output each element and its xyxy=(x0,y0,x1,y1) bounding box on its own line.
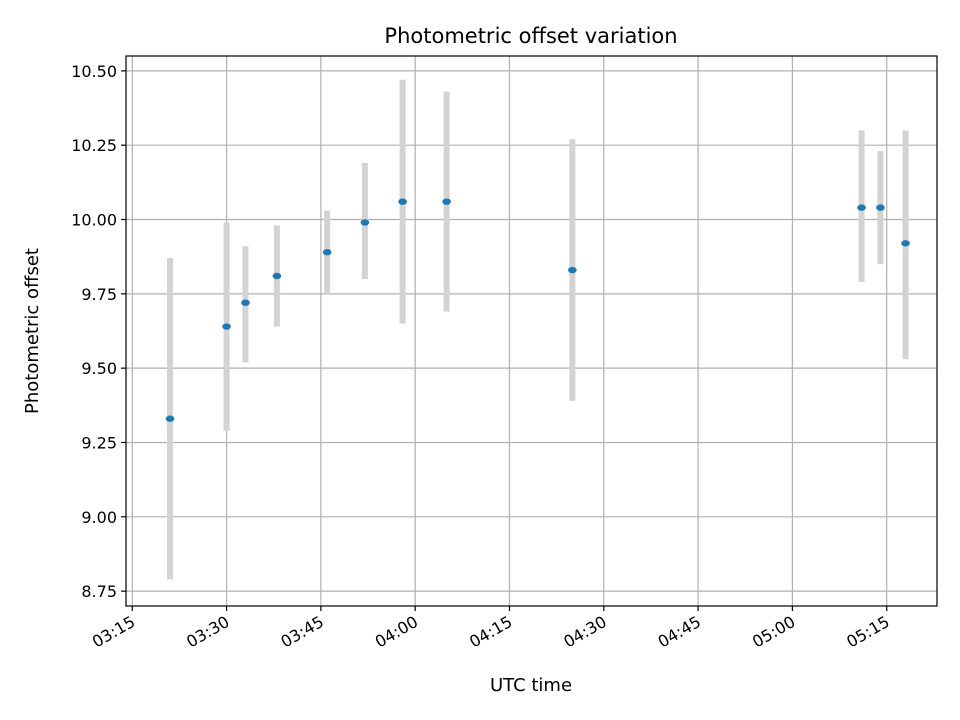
data-point xyxy=(222,323,231,330)
data-point xyxy=(398,198,407,205)
data-points xyxy=(165,198,910,422)
x-axis-label: UTC time xyxy=(490,675,572,696)
data-point xyxy=(241,299,250,306)
chart-title: Photometric offset variation xyxy=(384,24,677,48)
y-tick-label: 9.00 xyxy=(81,508,117,527)
data-point xyxy=(876,204,885,211)
y-tick-label: 10.00 xyxy=(71,211,117,230)
data-point xyxy=(322,249,332,256)
y-tick-label: 9.75 xyxy=(81,285,117,304)
data-point xyxy=(442,198,451,205)
y-tick-label: 8.75 xyxy=(81,582,117,601)
y-axis-label: Photometric offset xyxy=(22,248,43,414)
data-point xyxy=(901,240,910,247)
data-point xyxy=(360,219,370,226)
y-tick-label: 10.25 xyxy=(71,136,117,155)
y-tick-label: 9.25 xyxy=(81,433,117,452)
y-tick-label: 9.50 xyxy=(81,359,117,378)
data-point xyxy=(857,204,866,211)
y-tick-label: 10.50 xyxy=(71,62,117,81)
grid xyxy=(126,56,937,606)
plot-frame xyxy=(125,55,938,607)
data-point xyxy=(568,266,577,274)
data-point xyxy=(165,415,175,422)
y-axis-ticks: 8.75 9.00 9.25 9.50 9.75 10.00 10.25 10.50 xyxy=(71,62,126,601)
data-point xyxy=(272,272,282,280)
